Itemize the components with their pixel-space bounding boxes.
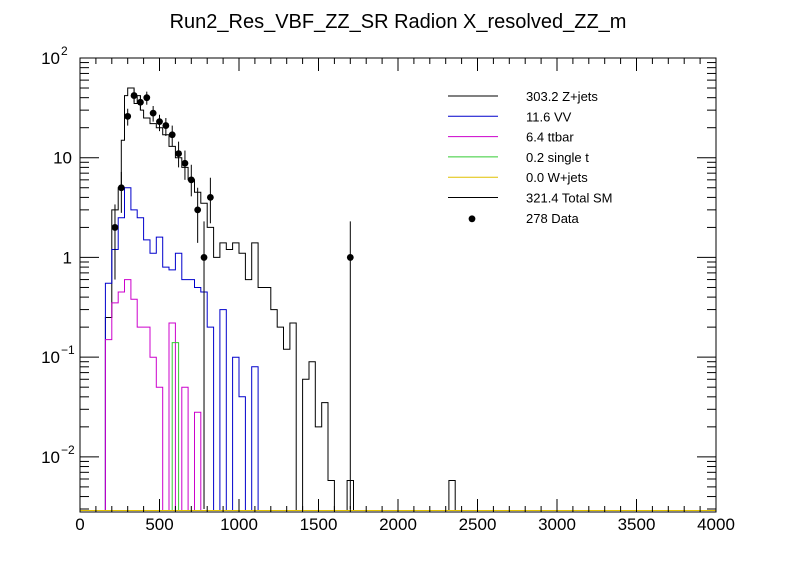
data-point — [346, 254, 354, 261]
data-point — [124, 112, 132, 120]
y-tick-exponent: 2 — [61, 44, 68, 58]
x-tick-label: 1500 — [300, 515, 338, 534]
legend-entry-label: 321.4 Total SM — [526, 191, 612, 206]
hist-vv — [104, 187, 259, 511]
hist-z-jets — [104, 87, 456, 511]
y-tick-exponent: −1 — [61, 343, 75, 357]
y-tick-label: 10 — [41, 49, 60, 68]
data-point — [130, 92, 138, 99]
data-point — [143, 94, 151, 102]
x-tick-label: 2000 — [379, 515, 417, 534]
histogram-layer — [80, 87, 716, 511]
hist-ttbar — [104, 279, 202, 511]
data-point — [149, 109, 157, 117]
legend-entry-label: 11.6 VV — [526, 109, 572, 124]
y-tick-label: 10 — [41, 448, 60, 467]
x-tick-label: 0 — [75, 515, 84, 534]
data-point — [111, 224, 119, 231]
data-point — [181, 159, 189, 167]
x-tick-label: 1000 — [220, 515, 258, 534]
x-tick-label: 3000 — [538, 515, 576, 534]
x-axis: 0 500 1000 1500 2000 2500 3000 3500 4000 — [75, 58, 735, 534]
y-tick-label: 10 — [41, 348, 60, 367]
data-point — [200, 254, 208, 261]
data-point — [168, 131, 176, 139]
x-tick-label: 3500 — [618, 515, 656, 534]
data-point — [162, 122, 170, 129]
data-point — [156, 118, 163, 126]
x-tick-label: 2500 — [459, 515, 497, 534]
legend-marker — [468, 215, 476, 223]
legend-entry-label: 278 Data — [526, 211, 580, 226]
legend-entry-label: 6.4 ttbar — [526, 130, 574, 145]
legend-entry-label: 0.2 single t — [526, 150, 589, 165]
x-tick-label: 4000 — [697, 515, 735, 534]
y-tick-exponent: −2 — [61, 443, 75, 457]
data-points-layer — [111, 88, 354, 510]
data-point — [117, 184, 125, 192]
hist-single-t — [171, 342, 180, 511]
data-point — [175, 150, 182, 157]
y-tick-label: 1 — [63, 248, 72, 267]
chart-title: Run2_Res_VBF_ZZ_SR Radion X_resolved_ZZ_… — [170, 11, 627, 33]
y-tick-label: 10 — [53, 149, 72, 168]
data-point — [206, 193, 214, 201]
legend-entry-label: 303.2 Z+jets — [526, 89, 598, 104]
x-tick-label: 500 — [145, 515, 173, 534]
legend-entry-label: 0.0 W+jets — [526, 170, 588, 185]
legend: 303.2 Z+jets 11.6 VV 6.4 ttbar 0.2 single t… — [448, 89, 612, 226]
data-point — [194, 206, 202, 214]
data-point — [137, 98, 144, 106]
data-point — [187, 176, 195, 184]
